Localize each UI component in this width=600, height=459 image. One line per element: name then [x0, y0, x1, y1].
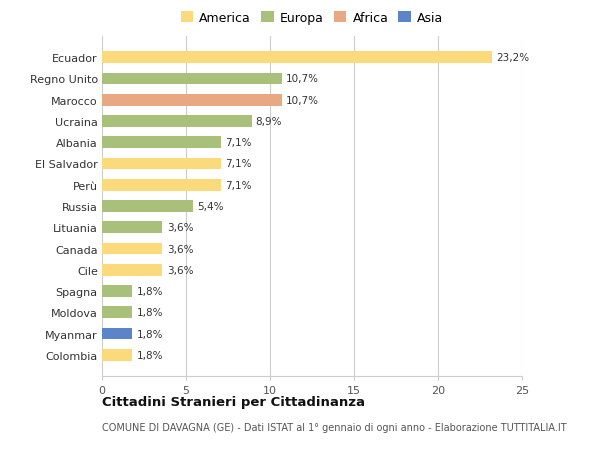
Legend: America, Europa, Africa, Asia: America, Europa, Africa, Asia: [178, 9, 446, 27]
Bar: [102, 137, 221, 149]
Bar: [102, 307, 132, 319]
Bar: [102, 179, 221, 191]
Text: Cittadini Stranieri per Cittadinanza: Cittadini Stranieri per Cittadinanza: [102, 395, 365, 408]
Text: 1,8%: 1,8%: [136, 329, 163, 339]
Text: 1,8%: 1,8%: [136, 350, 163, 360]
Text: 10,7%: 10,7%: [286, 95, 319, 106]
Text: COMUNE DI DAVAGNA (GE) - Dati ISTAT al 1° gennaio di ogni anno - Elaborazione TU: COMUNE DI DAVAGNA (GE) - Dati ISTAT al 1…: [102, 422, 566, 432]
Text: 3,6%: 3,6%: [167, 223, 193, 233]
Text: 1,8%: 1,8%: [136, 286, 163, 297]
Bar: [102, 73, 282, 85]
Bar: [102, 349, 132, 361]
Text: 5,4%: 5,4%: [197, 202, 223, 212]
Text: 7,1%: 7,1%: [226, 138, 252, 148]
Bar: [102, 52, 492, 64]
Text: 8,9%: 8,9%: [256, 117, 282, 127]
Bar: [102, 201, 193, 213]
Text: 3,6%: 3,6%: [167, 244, 193, 254]
Bar: [102, 116, 251, 128]
Text: 3,6%: 3,6%: [167, 265, 193, 275]
Text: 10,7%: 10,7%: [286, 74, 319, 84]
Bar: [102, 95, 282, 106]
Bar: [102, 158, 221, 170]
Text: 7,1%: 7,1%: [226, 159, 252, 169]
Text: 1,8%: 1,8%: [136, 308, 163, 318]
Text: 23,2%: 23,2%: [496, 53, 529, 63]
Bar: [102, 243, 163, 255]
Bar: [102, 285, 132, 297]
Bar: [102, 222, 163, 234]
Text: 7,1%: 7,1%: [226, 180, 252, 190]
Bar: [102, 264, 163, 276]
Bar: [102, 328, 132, 340]
